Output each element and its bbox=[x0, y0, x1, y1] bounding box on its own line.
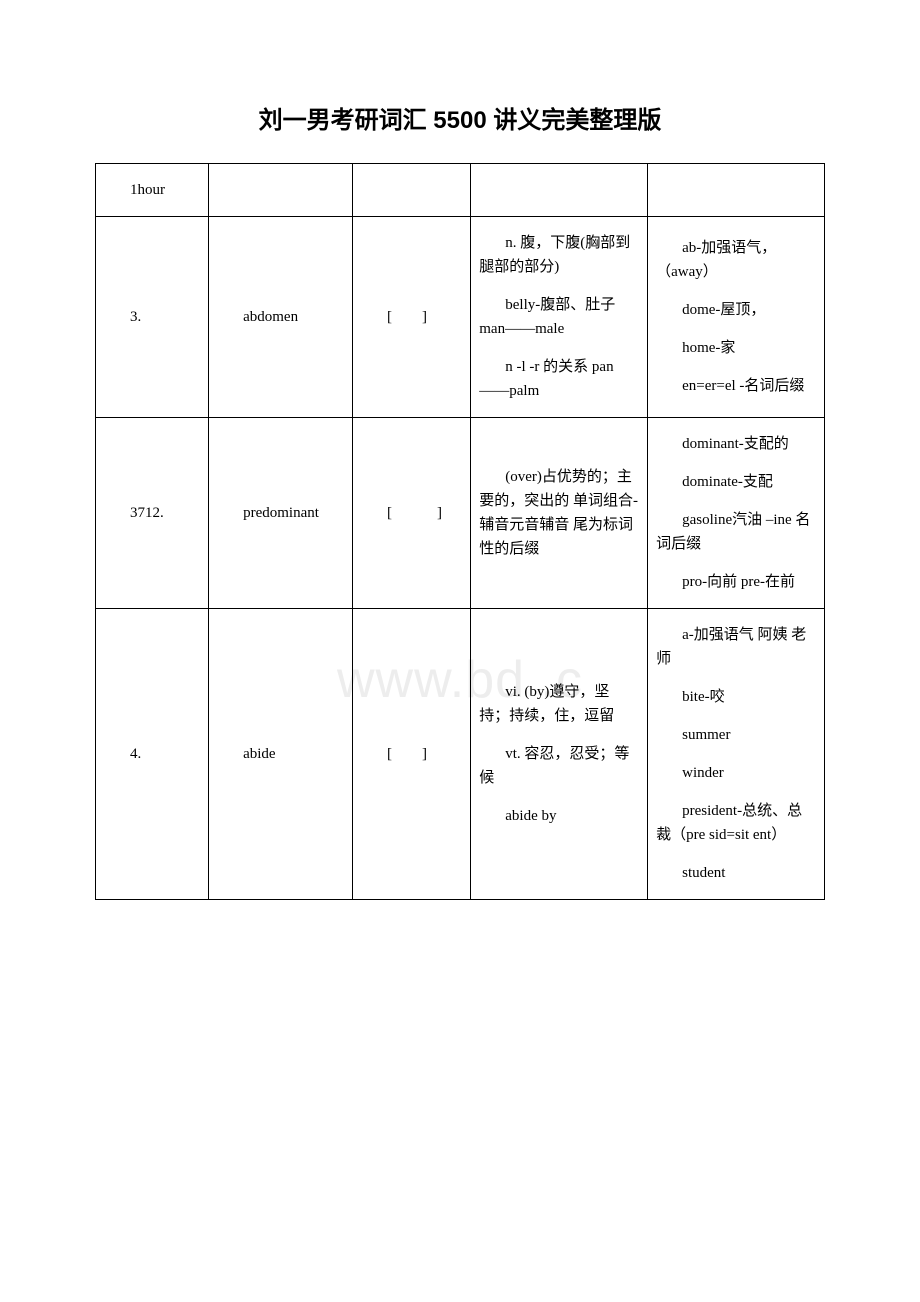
note-text: summer bbox=[656, 723, 816, 747]
cell-phonetic: [ ] bbox=[353, 418, 471, 609]
note-text: home-家 bbox=[656, 336, 816, 360]
page-title: 刘一男考研词汇 5500 讲义完美整理版 bbox=[95, 100, 825, 135]
definition-text: abide by bbox=[479, 804, 639, 828]
cell-phonetic: [ ] bbox=[353, 217, 471, 418]
cell-word: abdomen bbox=[209, 217, 353, 418]
cell-notes bbox=[648, 164, 825, 217]
cell-word: abide bbox=[209, 609, 353, 900]
note-text: dominant-支配的 bbox=[656, 432, 816, 456]
cell-word bbox=[209, 164, 353, 217]
definition-text: (over)占优势的；主要的，突出的 单词组合-辅音元音辅音 尾为标词性的后缀 bbox=[479, 465, 639, 561]
cell-phonetic bbox=[353, 164, 471, 217]
note-text: dome-屋顶， bbox=[656, 298, 816, 322]
cell-notes: ab-加强语气，（away） dome-屋顶， home-家 en=er=el … bbox=[648, 217, 825, 418]
cell-definition: n. 腹，下腹(胸部到腿部的部分) belly-腹部、肚子 man——male … bbox=[471, 217, 648, 418]
definition-text: belly-腹部、肚子 man——male bbox=[479, 293, 639, 341]
cell-definition: vi. (by)遵守，坚持；持续，住，逗留 vt. 容忍，忍受；等候 abide… bbox=[471, 609, 648, 900]
cell-definition: (over)占优势的；主要的，突出的 单词组合-辅音元音辅音 尾为标词性的后缀 bbox=[471, 418, 648, 609]
cell-phonetic: [ ] bbox=[353, 609, 471, 900]
note-text: pro-向前 pre-在前 bbox=[656, 570, 816, 594]
note-text: ab-加强语气，（away） bbox=[656, 236, 816, 284]
vocab-table: 1hour 3. abdomen [ ] n. 腹，下腹(胸部到腿部的部分) b… bbox=[95, 163, 825, 900]
note-text: a-加强语气 阿姨 老师 bbox=[656, 623, 816, 671]
definition-text: vt. 容忍，忍受；等候 bbox=[479, 742, 639, 790]
cell-index: 3. bbox=[96, 217, 209, 418]
cell-definition bbox=[471, 164, 648, 217]
cell-index: 4. bbox=[96, 609, 209, 900]
document-content: 刘一男考研词汇 5500 讲义完美整理版 1hour 3. abdomen [ … bbox=[95, 100, 825, 900]
note-text: en=er=el -名词后缀 bbox=[656, 374, 816, 398]
note-text: student bbox=[656, 861, 816, 885]
definition-text: vi. (by)遵守，坚持；持续，住，逗留 bbox=[479, 680, 639, 728]
note-text: bite-咬 bbox=[656, 685, 816, 709]
note-text: president-总统、总裁（pre sid=sit ent） bbox=[656, 799, 816, 847]
note-text: gasoline汽油 –ine 名词后缀 bbox=[656, 508, 816, 556]
table-row: 4. abide [ ] vi. (by)遵守，坚持；持续，住，逗留 vt. 容… bbox=[96, 609, 825, 900]
cell-index: 1hour bbox=[96, 164, 209, 217]
table-row: 1hour bbox=[96, 164, 825, 217]
cell-index: 3712. bbox=[96, 418, 209, 609]
cell-notes: a-加强语气 阿姨 老师 bite-咬 summer winder presid… bbox=[648, 609, 825, 900]
table-row: 3. abdomen [ ] n. 腹，下腹(胸部到腿部的部分) belly-腹… bbox=[96, 217, 825, 418]
cell-notes: dominant-支配的 dominate-支配 gasoline汽油 –ine… bbox=[648, 418, 825, 609]
note-text: winder bbox=[656, 761, 816, 785]
definition-text: n. 腹，下腹(胸部到腿部的部分) bbox=[479, 231, 639, 279]
definition-text: n -l -r 的关系 pan——palm bbox=[479, 355, 639, 403]
table-row: 3712. predominant [ ] (over)占优势的；主要的，突出的… bbox=[96, 418, 825, 609]
cell-word: predominant bbox=[209, 418, 353, 609]
note-text: dominate-支配 bbox=[656, 470, 816, 494]
